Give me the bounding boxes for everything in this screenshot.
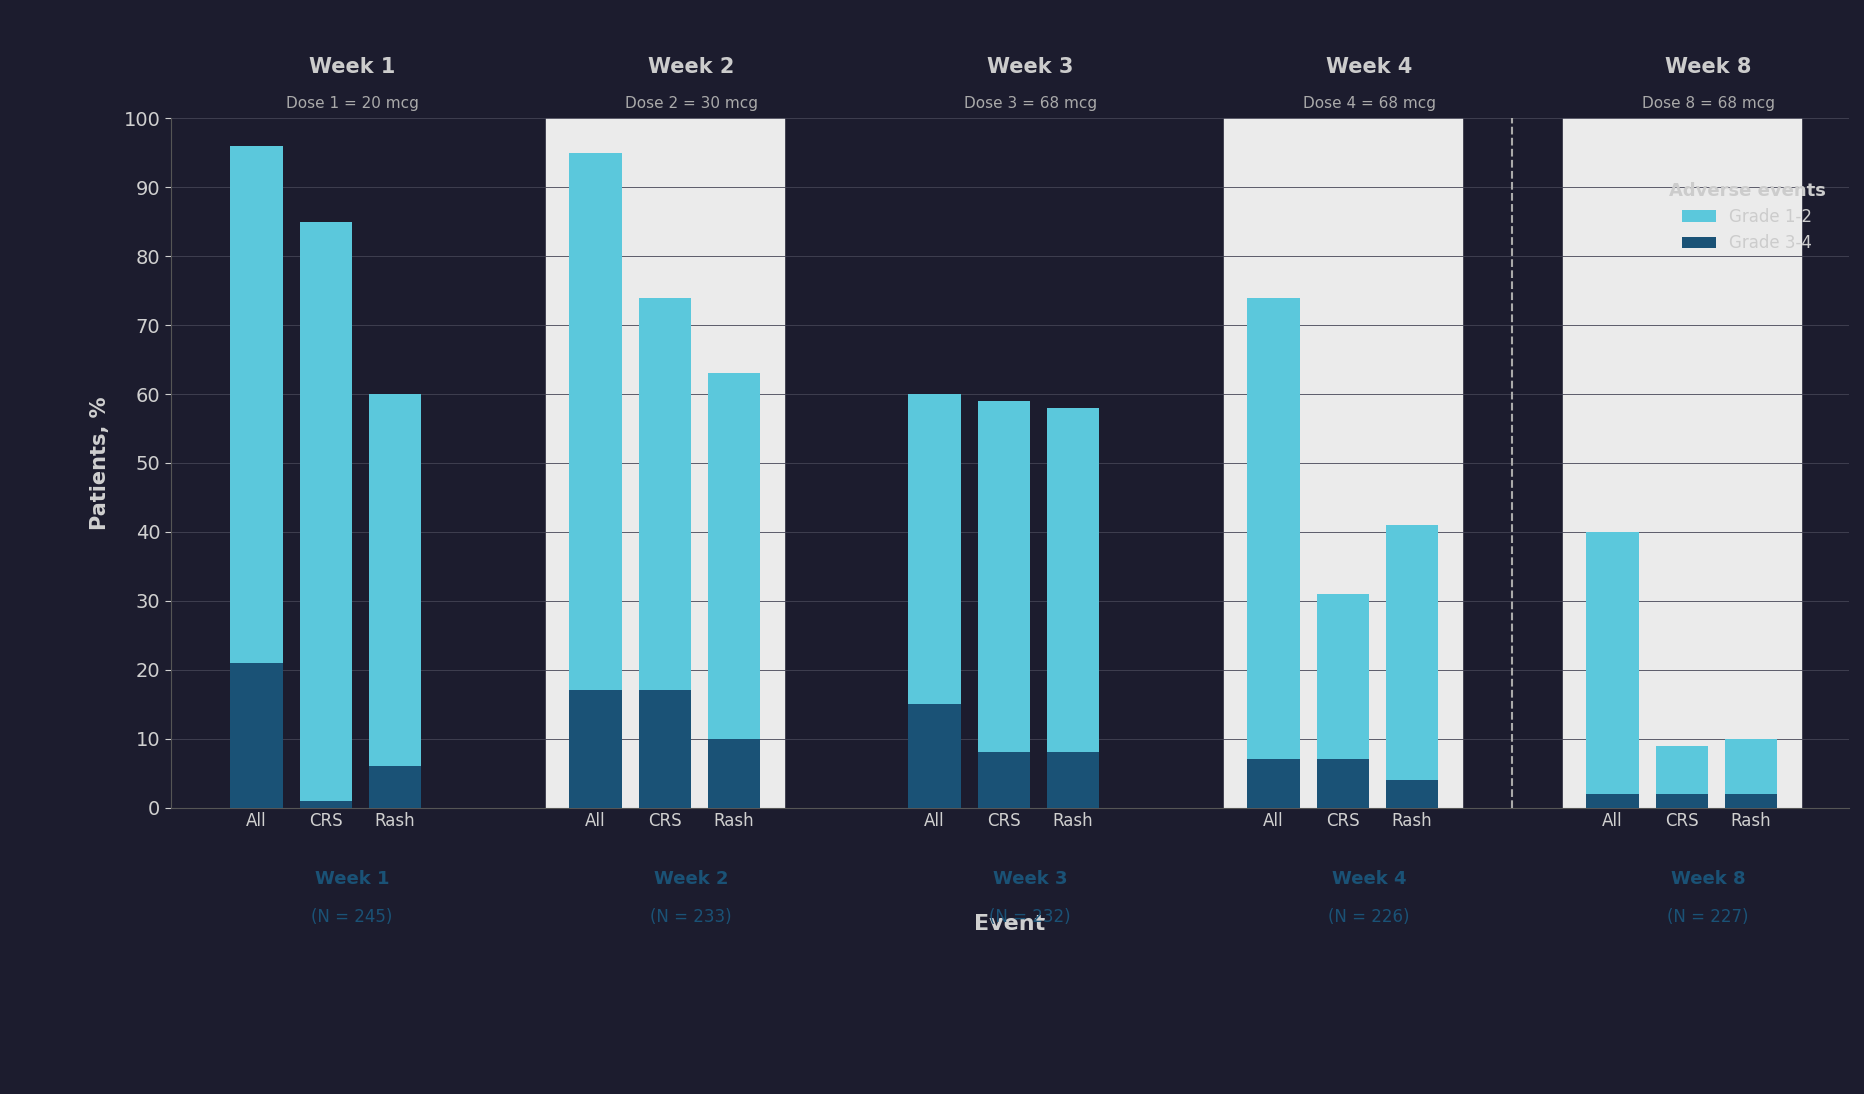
Text: Dose 8 = 68 mcg: Dose 8 = 68 mcg [1642,96,1775,112]
Bar [1385,525,1439,780]
Text: Week 4: Week 4 [1333,870,1407,887]
Bar [1247,759,1299,807]
Bar [369,766,421,807]
Bar [708,738,761,807]
Bar [1655,794,1707,807]
Bar [1316,759,1370,807]
Text: (N = 232): (N = 232) [990,908,1072,926]
Bar [1385,780,1439,807]
Bar [546,118,785,807]
Bar [885,118,1124,807]
Text: (N = 227): (N = 227) [1668,908,1748,926]
Text: Week 8: Week 8 [1665,57,1752,77]
Bar [1724,738,1778,794]
Text: Week 2: Week 2 [649,57,734,77]
Bar [908,394,962,705]
Bar [1655,745,1707,794]
Bar [708,373,761,738]
Bar [231,146,283,663]
Bar [639,690,692,807]
Bar [977,400,1031,753]
Text: (N = 226): (N = 226) [1329,908,1409,926]
Bar [639,298,692,690]
Text: Week 3: Week 3 [994,870,1068,887]
Text: Dose 1 = 20 mcg: Dose 1 = 20 mcg [285,96,419,112]
Bar [569,690,623,807]
Text: Week 4: Week 4 [1325,57,1413,77]
Bar [300,222,352,801]
Legend: Grade 1-2, Grade 3-4: Grade 1-2, Grade 3-4 [1663,175,1832,259]
Bar [1586,532,1638,794]
Text: Dose 2 = 30 mcg: Dose 2 = 30 mcg [624,96,757,112]
Bar [369,394,421,766]
Y-axis label: Patients, %: Patients, % [89,396,110,529]
Bar [908,705,962,807]
Bar [231,663,283,807]
Text: (N = 245): (N = 245) [311,908,393,926]
Bar [207,118,445,807]
Text: Week 1: Week 1 [309,57,395,77]
Bar [977,753,1031,807]
Bar [1048,408,1100,753]
Bar [1223,118,1461,807]
Bar [1316,594,1370,759]
Text: Dose 3 = 68 mcg: Dose 3 = 68 mcg [964,96,1096,112]
Bar [1724,794,1778,807]
Bar [1048,753,1100,807]
Bar [300,801,352,807]
Bar [1247,298,1299,759]
Text: Week 8: Week 8 [1670,870,1745,887]
Bar [1562,118,1801,807]
Text: Dose 4 = 68 mcg: Dose 4 = 68 mcg [1303,96,1435,112]
Bar [569,153,623,690]
Text: (N = 233): (N = 233) [651,908,733,926]
X-axis label: Event: Event [975,913,1046,934]
Text: Week 2: Week 2 [654,870,729,887]
Text: Week 1: Week 1 [315,870,390,887]
Bar [1586,794,1638,807]
Text: Week 3: Week 3 [986,57,1074,77]
